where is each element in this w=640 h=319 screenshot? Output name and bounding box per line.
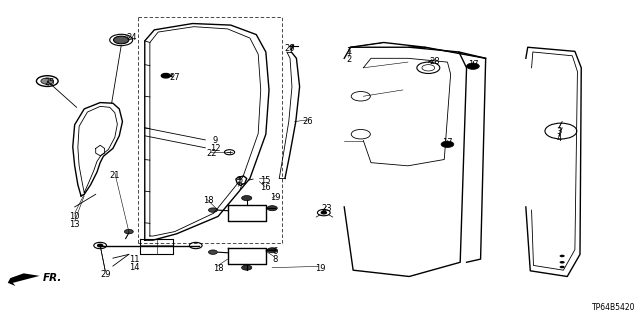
Text: 14: 14 xyxy=(129,263,139,271)
Circle shape xyxy=(321,211,326,214)
Text: 17: 17 xyxy=(468,60,478,69)
Text: 16: 16 xyxy=(260,183,271,192)
Text: 15: 15 xyxy=(260,175,271,185)
Circle shape xyxy=(113,36,129,44)
Circle shape xyxy=(467,63,479,69)
Text: 18: 18 xyxy=(212,264,223,273)
Circle shape xyxy=(209,250,218,254)
Text: 24: 24 xyxy=(127,33,137,42)
Text: 27: 27 xyxy=(170,73,180,82)
Polygon shape xyxy=(8,273,40,286)
Text: 2: 2 xyxy=(346,56,351,64)
Circle shape xyxy=(242,196,252,201)
Text: 12: 12 xyxy=(210,144,220,153)
Text: 28: 28 xyxy=(429,57,440,66)
Text: 19: 19 xyxy=(270,193,281,202)
Text: 23: 23 xyxy=(321,204,332,213)
Text: 10: 10 xyxy=(69,212,80,221)
Text: 17: 17 xyxy=(442,137,452,147)
Circle shape xyxy=(559,261,564,263)
Text: 9: 9 xyxy=(212,136,218,145)
Text: 1: 1 xyxy=(346,48,351,56)
Text: 29: 29 xyxy=(100,271,111,279)
Text: 25: 25 xyxy=(44,78,54,86)
Text: 7: 7 xyxy=(237,183,243,192)
Text: 6: 6 xyxy=(273,247,278,256)
Circle shape xyxy=(98,244,102,247)
Text: 22: 22 xyxy=(207,149,217,158)
Text: 3: 3 xyxy=(556,127,562,136)
Text: 11: 11 xyxy=(129,255,139,263)
Circle shape xyxy=(161,73,170,78)
Circle shape xyxy=(124,229,133,234)
Text: FR.: FR. xyxy=(43,273,62,283)
Circle shape xyxy=(242,265,252,270)
Text: 19: 19 xyxy=(315,264,325,273)
Text: 8: 8 xyxy=(273,255,278,263)
Circle shape xyxy=(417,62,440,73)
Circle shape xyxy=(441,141,454,147)
Text: 26: 26 xyxy=(302,117,312,126)
Circle shape xyxy=(267,206,277,211)
Circle shape xyxy=(559,266,564,268)
Text: 20: 20 xyxy=(284,44,294,53)
Text: 18: 18 xyxy=(203,196,214,205)
Circle shape xyxy=(209,208,218,212)
Text: 5: 5 xyxy=(237,175,243,185)
Text: TP64B5420: TP64B5420 xyxy=(592,303,636,312)
Circle shape xyxy=(267,248,277,253)
Circle shape xyxy=(559,255,564,257)
Text: 4: 4 xyxy=(556,134,561,144)
Text: 21: 21 xyxy=(109,171,120,180)
Circle shape xyxy=(41,78,54,84)
Text: 13: 13 xyxy=(69,220,80,229)
